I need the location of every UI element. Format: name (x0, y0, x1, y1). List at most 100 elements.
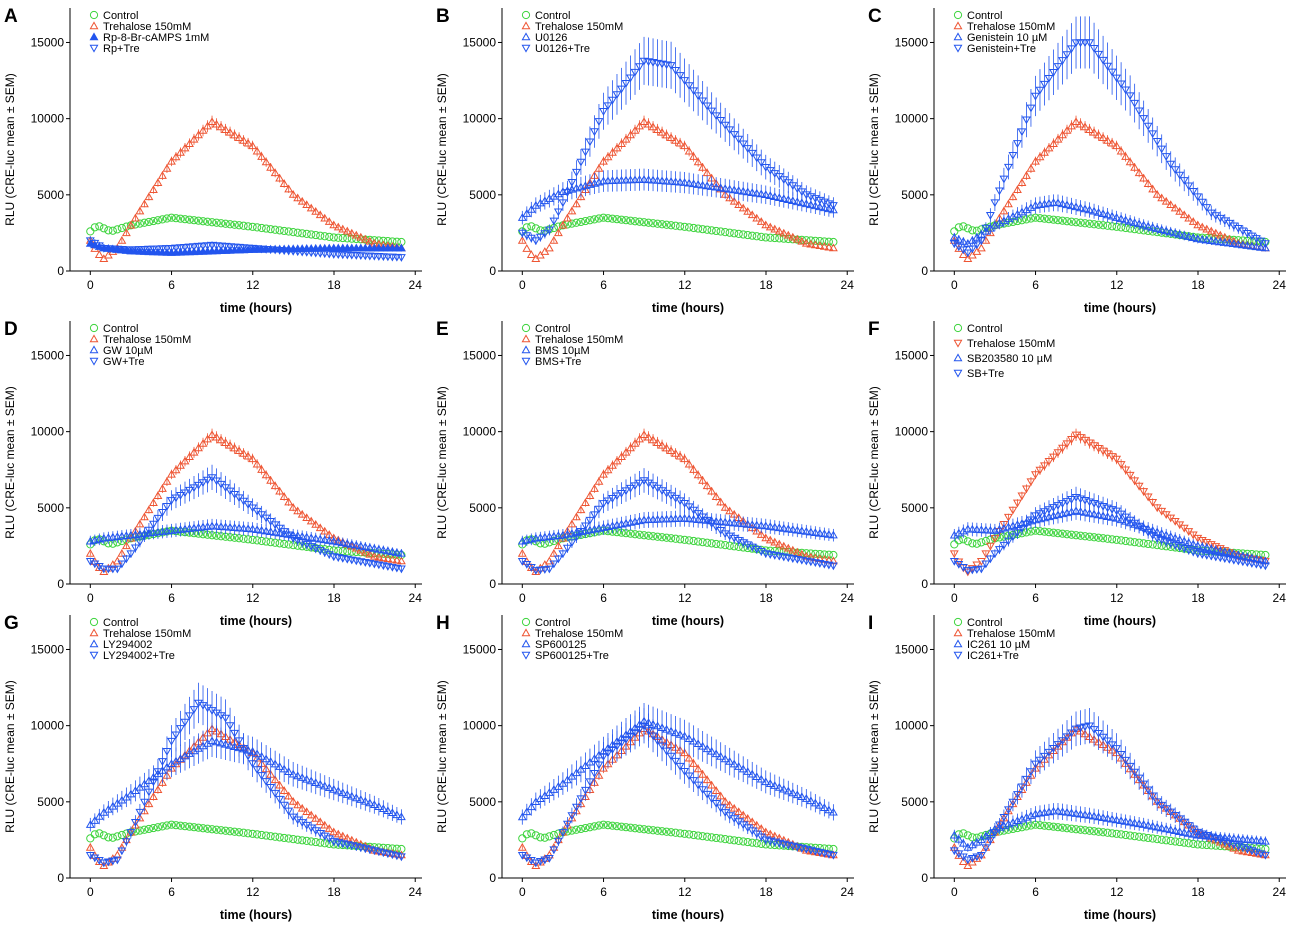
data-point (130, 819, 140, 827)
data-point (815, 202, 825, 211)
x-tick-label: 0 (951, 591, 958, 605)
data-point (1161, 196, 1171, 205)
data-point (194, 823, 203, 832)
data-point (315, 210, 325, 219)
data-point (1062, 824, 1072, 833)
data-point (157, 171, 167, 179)
panel-letter: I (868, 613, 873, 634)
data-point (720, 754, 730, 763)
data-point (257, 245, 267, 254)
data-point (617, 822, 626, 831)
data-point (990, 550, 1000, 559)
data-point (1139, 539, 1148, 548)
data-point (266, 475, 276, 484)
data-point (1126, 537, 1135, 546)
data-point (1161, 824, 1171, 833)
data-point (135, 219, 144, 228)
data-point (765, 222, 775, 231)
x-tick-label: 0 (519, 591, 526, 605)
data-point (635, 530, 644, 539)
data-point (558, 199, 568, 208)
data-point (1094, 130, 1104, 139)
data-point (261, 754, 271, 763)
data-point (743, 206, 753, 215)
data-point (126, 550, 136, 559)
data-point (396, 243, 406, 252)
data-point (369, 543, 379, 552)
data-point (203, 824, 212, 833)
data-point (117, 560, 127, 569)
data-point (748, 231, 757, 240)
data-point (130, 246, 140, 255)
data-point (221, 219, 230, 228)
data-point (675, 535, 685, 544)
data-point (225, 740, 235, 749)
data-point (698, 225, 707, 234)
data-point (144, 505, 154, 514)
data-point (630, 175, 640, 184)
data-point (594, 505, 604, 514)
data-point (1103, 135, 1113, 144)
data-point (617, 85, 626, 94)
data-point (1085, 125, 1095, 133)
data-point (198, 479, 208, 488)
data-point (644, 531, 653, 540)
data-point (585, 491, 595, 499)
data-point (562, 189, 572, 197)
data-point (626, 823, 635, 832)
data-point (257, 152, 267, 160)
data-point (558, 829, 568, 837)
data-point (1098, 209, 1108, 218)
data-point (1089, 220, 1099, 229)
data-point (270, 759, 280, 768)
data-point (549, 548, 559, 557)
data-point (684, 459, 694, 468)
data-point (967, 566, 977, 575)
data-point (689, 223, 698, 233)
data-point (198, 522, 208, 531)
data-point (1117, 830, 1126, 839)
data-point (248, 524, 258, 533)
data-point (302, 248, 312, 257)
data-point (671, 728, 681, 737)
data-point (1053, 198, 1063, 207)
data-point (612, 143, 622, 152)
data-point (648, 515, 658, 523)
data-point (311, 206, 321, 215)
data-point (621, 487, 631, 496)
data-point (153, 245, 163, 254)
data-point (734, 229, 743, 238)
data-point (135, 826, 144, 835)
data-point (671, 757, 681, 766)
data-point (549, 830, 558, 840)
data-point (203, 476, 212, 485)
data-point (315, 817, 325, 826)
data-point (1080, 204, 1090, 213)
data-point (257, 830, 266, 840)
data-point (1125, 92, 1135, 101)
data-point (1003, 513, 1013, 522)
data-point (302, 807, 312, 816)
data-point (797, 198, 807, 207)
data-point (1058, 57, 1067, 65)
data-point (985, 212, 995, 220)
data-point (693, 515, 703, 523)
data-point (1143, 786, 1153, 795)
data-point (140, 218, 149, 227)
data-point (567, 179, 577, 187)
data-point (1157, 835, 1166, 844)
data-point (1044, 506, 1054, 514)
data-point (653, 826, 662, 835)
data-point (725, 506, 735, 515)
data-point (185, 139, 194, 147)
data-point (180, 822, 190, 831)
data-point (230, 130, 240, 139)
data-point (1112, 829, 1121, 838)
data-point (779, 228, 789, 237)
data-point (1233, 845, 1243, 854)
data-point (1071, 117, 1081, 126)
data-point (680, 829, 689, 838)
